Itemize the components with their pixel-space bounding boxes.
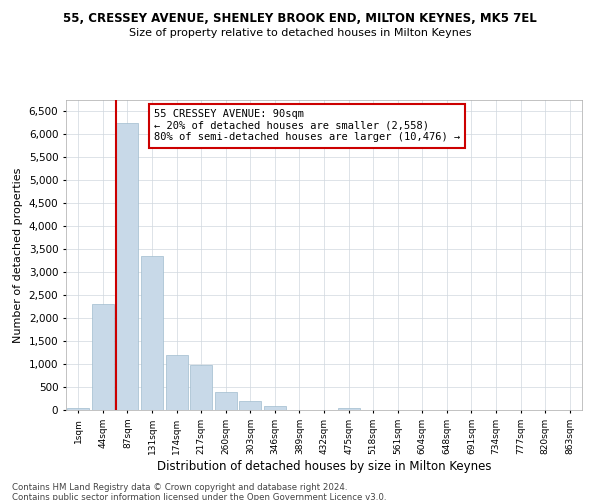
Text: Contains HM Land Registry data © Crown copyright and database right 2024.: Contains HM Land Registry data © Crown c…	[12, 482, 347, 492]
Bar	[166, 355, 188, 410]
Y-axis label: Number of detached properties: Number of detached properties	[13, 168, 23, 342]
Bar	[338, 408, 359, 410]
Text: Size of property relative to detached houses in Milton Keynes: Size of property relative to detached ho…	[129, 28, 471, 38]
Bar	[215, 392, 237, 410]
Text: 55 CRESSEY AVENUE: 90sqm
← 20% of detached houses are smaller (2,558)
80% of sem: 55 CRESSEY AVENUE: 90sqm ← 20% of detach…	[154, 110, 460, 142]
Bar	[190, 366, 212, 410]
Text: Contains public sector information licensed under the Open Government Licence v3: Contains public sector information licen…	[12, 492, 386, 500]
Text: 55, CRESSEY AVENUE, SHENLEY BROOK END, MILTON KEYNES, MK5 7EL: 55, CRESSEY AVENUE, SHENLEY BROOK END, M…	[63, 12, 537, 26]
Bar	[239, 401, 262, 410]
Bar	[92, 304, 114, 410]
Bar	[67, 408, 89, 410]
Bar	[264, 406, 286, 410]
X-axis label: Distribution of detached houses by size in Milton Keynes: Distribution of detached houses by size …	[157, 460, 491, 472]
Bar	[116, 123, 139, 410]
Bar	[141, 256, 163, 410]
